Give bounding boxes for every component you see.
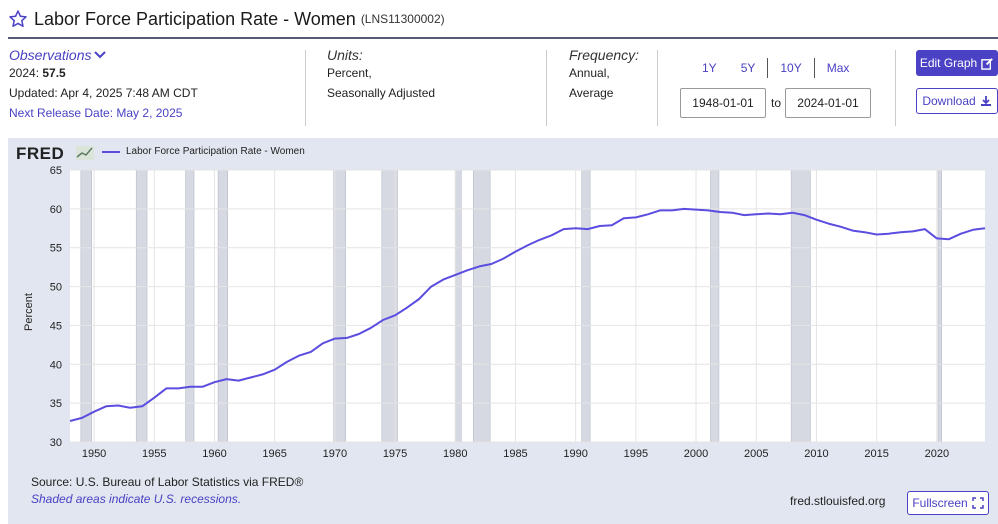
x-tick-label: 2020 [925,448,949,460]
line-chart[interactable]: 30 35 40 45 50 55 60 65 1950 1955 1960 1965 1970 1975… [8,138,998,468]
recession-note: Shaded areas indicate U.S. recessions. [31,492,242,506]
title-bar: Labor Force Participation Rate - Women (… [8,6,445,32]
x-tick-label: 2010 [804,448,828,460]
download-label: Download [922,94,976,108]
range-max-link[interactable]: Max [826,61,850,75]
units-line1: Percent, [327,66,372,80]
chart-panel: FRED Labor Force Participation Rate - Wo… [8,138,998,524]
latest-value: 57.5 [42,66,66,80]
range-5y-link[interactable]: 5Y [740,61,756,75]
source-text: Source: U.S. Bureau of Labor Statistics … [31,475,304,489]
units-heading: Units: [327,47,363,63]
recession-band [217,169,229,443]
download-button[interactable]: Download [916,88,998,114]
frequency-panel: Frequency: Annual, Average [569,47,639,103]
star-outline-icon[interactable] [8,9,28,29]
divider [546,50,547,126]
plot-area [70,170,985,442]
range-separator [813,58,815,78]
divider [657,50,658,126]
y-tick-label: 40 [50,359,62,371]
y-tick-label: 30 [50,437,62,449]
fullscreen-icon [971,497,984,509]
frequency-line1: Annual, [569,66,610,80]
y-tick-label: 60 [50,204,62,216]
units-line2: Seasonally Adjusted [327,86,436,100]
y-tick-label: 35 [50,398,62,410]
recession-band [790,169,811,443]
next-release-link[interactable]: Next Release Date: May 2, 2025 [9,106,183,120]
divider [895,50,896,126]
updated-text: Updated: Apr 4, 2025 7:48 AM CDT [9,86,198,100]
edit-graph-button[interactable]: Edit Graph [916,50,998,76]
divider [305,50,306,126]
x-tick-label: 1965 [262,448,286,460]
x-tick-label: 1955 [142,448,166,460]
frequency-line2: Average [569,86,614,100]
y-tick-label: 50 [50,282,62,294]
recession-band [135,169,148,443]
x-tick-label: 1990 [563,448,587,460]
observations-dropdown[interactable]: Observations [9,47,198,63]
x-tick-label: 1960 [202,448,226,460]
chevron-down-icon [94,51,107,59]
recession-band [937,169,942,443]
end-date-input[interactable]: 2024-01-01 [785,88,871,118]
latest-date: 2024: [9,66,40,80]
frequency-heading: Frequency: [569,47,640,63]
download-icon [980,96,991,106]
recession-band [454,169,462,443]
recession-band [80,169,92,443]
recession-band [333,169,347,443]
observations-heading: Observations [9,47,92,63]
range-10y-link[interactable]: 10Y [780,61,802,75]
fullscreen-button[interactable]: Fullscreen [907,491,989,515]
start-date-input[interactable]: 1948-01-01 [680,88,766,118]
series-line [69,207,986,422]
y-tick-label: 65 [50,165,62,177]
x-tick-label: 1980 [443,448,467,460]
x-tick-label: 1975 [383,448,407,460]
x-tick-label: 2000 [684,448,708,460]
range-links: 1Y 5Y 10Y Max [690,58,861,78]
title-divider [8,37,998,39]
recession-band [581,169,591,443]
page-title: Labor Force Participation Rate - Women [34,8,356,29]
x-tick-label: 2005 [744,448,768,460]
range-1y-link[interactable]: 1Y [702,61,717,75]
observations-panel: Observations 2024: 57.5 Updated: Apr 4, … [9,47,198,123]
fullscreen-label: Fullscreen [912,496,968,510]
y-tick-label: 45 [50,320,62,332]
edit-graph-label: Edit Graph [919,56,978,70]
fred-url: fred.stlouisfed.org [790,494,886,508]
series-id: (LNS11300002) [360,12,445,26]
units-panel: Units: Percent, Seasonally Adjusted [327,47,435,103]
fred-logo: FRED [16,144,65,163]
x-tick-label: 2015 [864,448,888,460]
x-tick-label: 1970 [323,448,347,460]
range-separator [767,58,769,78]
x-tick-label: 1950 [82,448,106,460]
y-axis-label: Percent [23,293,35,331]
fred-chart-icon [76,146,94,160]
recession-band [473,169,491,443]
latest-observation: 2024: 57.5 [9,63,198,83]
legend-label: Labor Force Participation Rate - Women [126,146,305,157]
legend-swatch [102,150,120,153]
legend: Labor Force Participation Rate - Women [102,146,305,157]
edit-icon [981,57,993,70]
x-tick-label: 1995 [624,448,648,460]
x-tick-label: 1985 [503,448,527,460]
y-tick-label: 55 [50,243,62,255]
recession-band [185,169,195,443]
to-label: to [771,96,782,110]
